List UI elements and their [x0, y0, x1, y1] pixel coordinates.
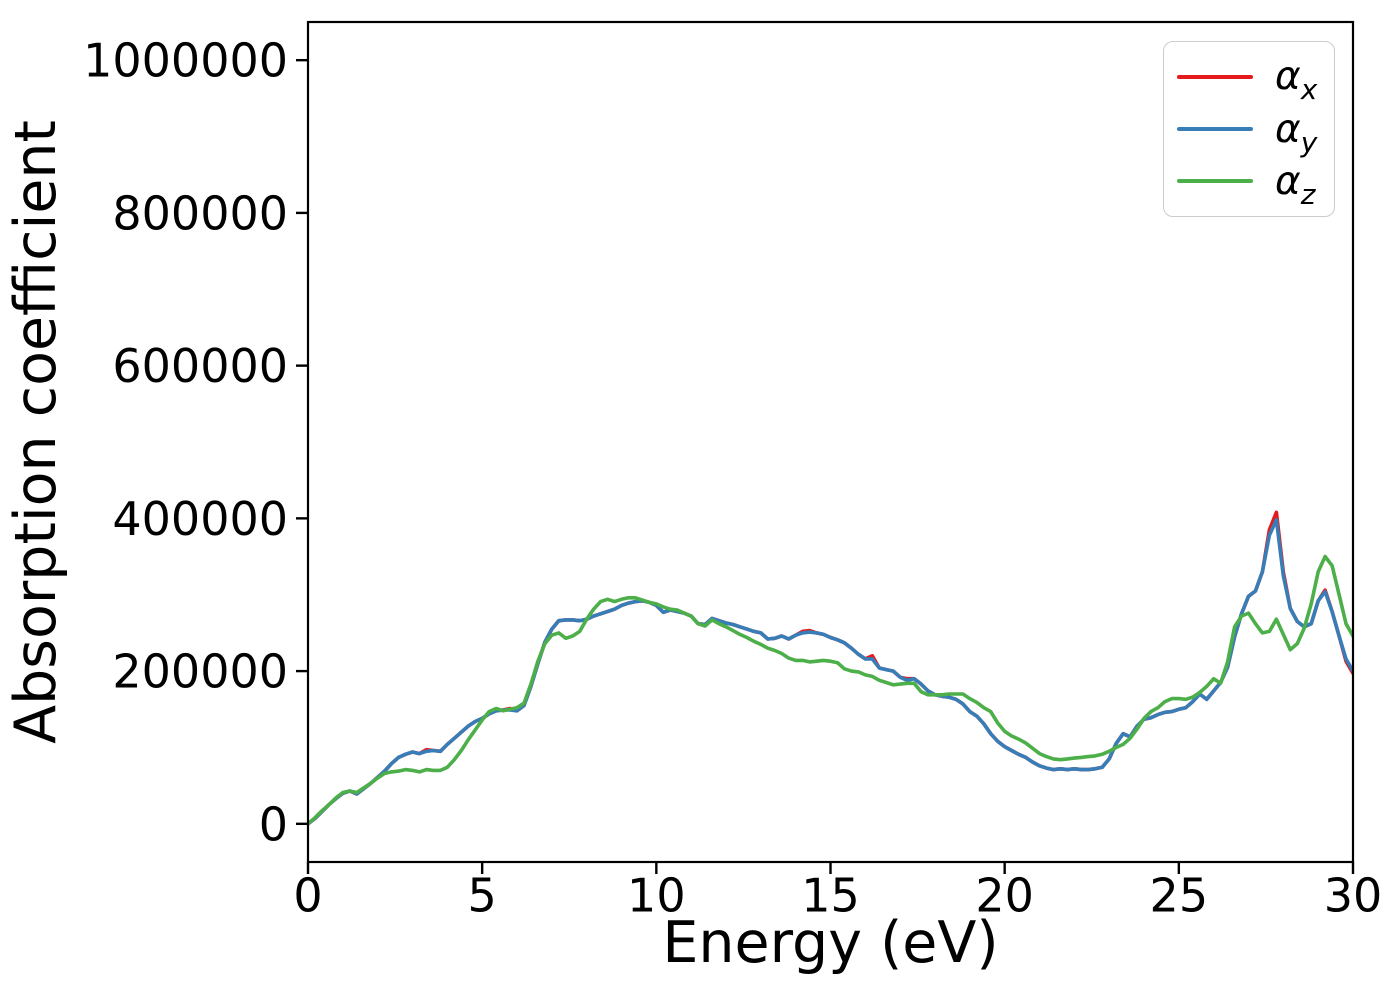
- legend-entry-alpha-y: αy: [1164, 106, 1334, 156]
- plot-frame: [306, 20, 1355, 864]
- legend-symbol: α: [1275, 106, 1301, 152]
- y-axis-label: Absorption coefficient: [3, 120, 69, 744]
- legend-line-sample-alpha-y: [1177, 127, 1253, 131]
- y-tick-label: 200000: [112, 645, 288, 699]
- x-axis-label: Energy (eV): [662, 910, 999, 976]
- series-line-alpha-y: [308, 518, 1353, 826]
- series-line-alpha-x: [308, 510, 1353, 826]
- x-tick-label: 20: [975, 869, 1034, 923]
- legend-entry-alpha-z: αz: [1164, 158, 1334, 208]
- y-tick-label: 600000: [112, 339, 288, 393]
- series-line-alpha-z: [308, 554, 1353, 826]
- legend-line-sample-alpha-z: [1177, 179, 1253, 184]
- x-tick-label: 10: [627, 869, 686, 923]
- legend-symbol: α: [1275, 158, 1301, 204]
- legend-subscript: z: [1300, 177, 1316, 211]
- legend-label-alpha-x: αx: [1275, 54, 1317, 103]
- x-tick-label: 15: [801, 869, 860, 923]
- x-tick-label: 5: [468, 869, 497, 923]
- legend-label-alpha-z: αz: [1275, 158, 1315, 208]
- y-tick-label: 1000000: [83, 34, 288, 88]
- x-tick-label: 0: [293, 869, 322, 923]
- legend-entry-alpha-x: αx: [1164, 54, 1334, 104]
- x-tick-label: 25: [1150, 869, 1209, 923]
- legend-symbol: α: [1275, 54, 1301, 100]
- axis-ticks: 0 5 10 15 20 25 30 0 200000 400000 600000 800000 100…: [83, 34, 1382, 923]
- legend-subscript: y: [1300, 125, 1318, 159]
- legend: αx αy αz: [1163, 41, 1335, 217]
- legend-label-alpha-y: αy: [1275, 106, 1317, 156]
- legend-subscript: x: [1300, 73, 1318, 107]
- y-tick-label: 0: [259, 797, 288, 851]
- y-tick-label: 800000: [112, 186, 288, 240]
- series-lines: [308, 510, 1353, 826]
- legend-line-sample-alpha-x: [1177, 74, 1253, 79]
- y-tick-label: 400000: [112, 492, 288, 546]
- x-tick-label: 30: [1324, 869, 1383, 923]
